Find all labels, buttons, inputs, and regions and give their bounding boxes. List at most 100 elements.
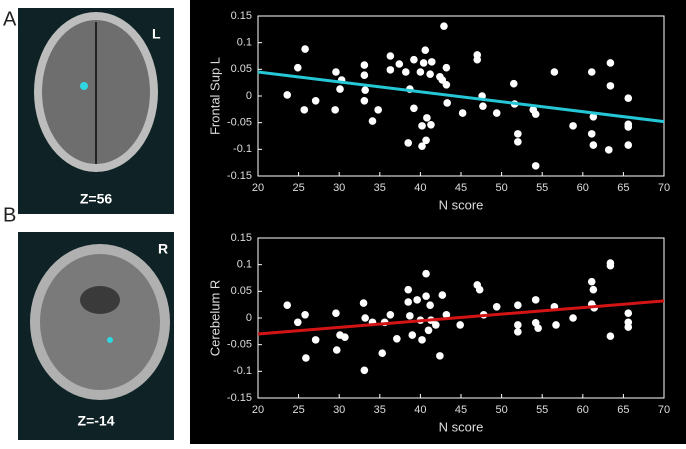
point (360, 61, 369, 69)
point (550, 68, 559, 76)
point (311, 336, 320, 344)
point (432, 321, 440, 329)
point (301, 45, 309, 53)
y-tick-label: -0.15 (227, 392, 252, 404)
point (302, 354, 310, 362)
slice-label: Z=56 (80, 191, 113, 207)
point (492, 109, 501, 117)
y-axis-label: Cerebelum R (207, 280, 222, 357)
point (492, 303, 501, 311)
point (422, 269, 430, 278)
x-axis-label: N score (439, 197, 484, 212)
point (404, 298, 413, 306)
point (361, 314, 369, 322)
trend-line (257, 299, 665, 336)
plot-panel (190, 0, 686, 444)
side-label: R (158, 241, 168, 257)
point (368, 117, 377, 125)
point (589, 113, 598, 121)
y-tick-label: 0.1 (237, 37, 252, 49)
point (408, 331, 417, 339)
point (404, 285, 413, 294)
point (456, 321, 464, 329)
point (438, 291, 447, 299)
point (332, 346, 341, 354)
point (427, 58, 436, 66)
point (443, 99, 451, 107)
point (624, 94, 633, 102)
x-tick-label: 50 (495, 182, 507, 194)
point (606, 59, 615, 67)
x-tick-label: 35 (374, 182, 386, 194)
point (514, 321, 522, 329)
point (427, 121, 435, 129)
point (386, 52, 395, 60)
point (552, 321, 560, 329)
brain-tissue (40, 254, 160, 390)
point (332, 309, 340, 318)
x-tick-label: 65 (617, 182, 629, 194)
side-label: L (152, 26, 161, 42)
point (424, 326, 433, 335)
point (360, 71, 369, 79)
y-tick-label: 0.05 (231, 285, 252, 297)
point (311, 97, 320, 105)
x-tick-label: 45 (455, 182, 467, 194)
panel-letter: B (3, 204, 16, 226)
point (426, 301, 434, 310)
point (331, 106, 339, 114)
point (332, 68, 340, 76)
point (293, 63, 302, 72)
point (418, 336, 426, 344)
point (418, 122, 426, 130)
x-tick-label: 55 (536, 404, 548, 416)
point (514, 138, 522, 146)
point (442, 81, 451, 89)
point (418, 142, 426, 150)
point (386, 66, 395, 74)
point (606, 261, 615, 270)
x-tick-label: 70 (658, 404, 670, 416)
point (283, 301, 292, 310)
y-tick-label: -0.05 (227, 339, 252, 351)
x-tick-label: 65 (617, 404, 629, 416)
x-tick-label: 25 (292, 404, 304, 416)
point (606, 332, 615, 340)
point (423, 114, 431, 122)
y-tick-label: -0.15 (227, 170, 252, 182)
x-tick-label: 55 (536, 182, 548, 194)
point (475, 285, 484, 294)
point (283, 91, 292, 99)
point (569, 314, 577, 322)
x-tick-label: 40 (414, 182, 426, 194)
point (569, 122, 577, 130)
point (419, 59, 428, 67)
point (413, 296, 421, 304)
point (301, 311, 309, 319)
point (458, 109, 467, 117)
point (531, 296, 540, 304)
point (360, 366, 369, 375)
x-tick-label: 60 (577, 404, 589, 416)
point (509, 79, 518, 88)
point (531, 110, 540, 118)
point (374, 106, 382, 114)
x-tick-label: 60 (577, 182, 589, 194)
y-tick-label: 0.05 (231, 63, 252, 75)
point (514, 328, 522, 336)
activation (107, 337, 113, 343)
point (406, 312, 414, 320)
point (410, 55, 418, 64)
point (514, 130, 522, 138)
x-axis-label: N score (439, 419, 484, 434)
point (416, 68, 425, 76)
y-tick-label: 0.15 (231, 232, 252, 244)
point (336, 85, 344, 93)
point (587, 68, 596, 76)
point (300, 106, 309, 114)
point (624, 141, 633, 149)
panel-letter: A (3, 8, 17, 30)
point (359, 299, 368, 307)
point (410, 104, 418, 113)
point (422, 292, 430, 300)
